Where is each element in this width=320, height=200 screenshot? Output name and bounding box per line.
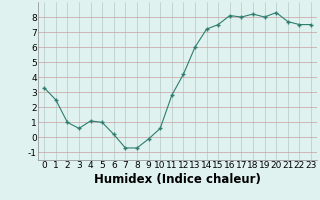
X-axis label: Humidex (Indice chaleur): Humidex (Indice chaleur) (94, 173, 261, 186)
